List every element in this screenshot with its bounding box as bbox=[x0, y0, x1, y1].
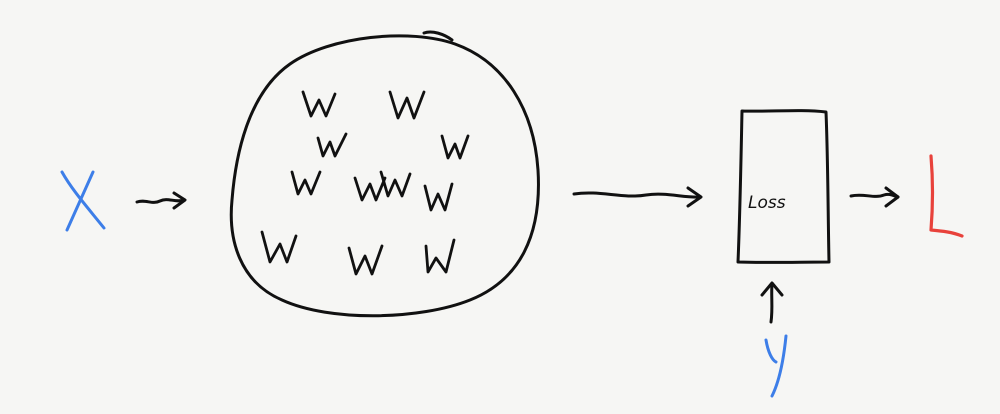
weight-w bbox=[347, 244, 384, 276]
loss-box bbox=[736, 109, 831, 264]
weight-w bbox=[388, 90, 426, 120]
input-x-label bbox=[60, 170, 106, 232]
weight-w bbox=[440, 134, 470, 160]
weight-w bbox=[260, 230, 298, 264]
weight-w bbox=[290, 170, 322, 196]
arrow-loss-to-output bbox=[849, 186, 900, 208]
arrow-target-to-loss bbox=[760, 281, 784, 324]
arrow-network-to-loss bbox=[572, 186, 703, 208]
weight-w bbox=[379, 170, 412, 198]
arrow-input-to-network bbox=[135, 191, 187, 210]
weight-w bbox=[423, 182, 454, 212]
network-weights bbox=[260, 90, 470, 276]
weight-w bbox=[316, 132, 348, 158]
weight-w bbox=[353, 176, 387, 202]
loss-box-label: Loss bbox=[748, 193, 786, 213]
output-l-label bbox=[929, 154, 964, 238]
network-blob bbox=[229, 34, 540, 318]
weight-w bbox=[301, 90, 337, 118]
weight-w bbox=[424, 238, 456, 274]
network-blob-stroke-overlap bbox=[422, 30, 454, 42]
target-y-label bbox=[764, 334, 788, 398]
